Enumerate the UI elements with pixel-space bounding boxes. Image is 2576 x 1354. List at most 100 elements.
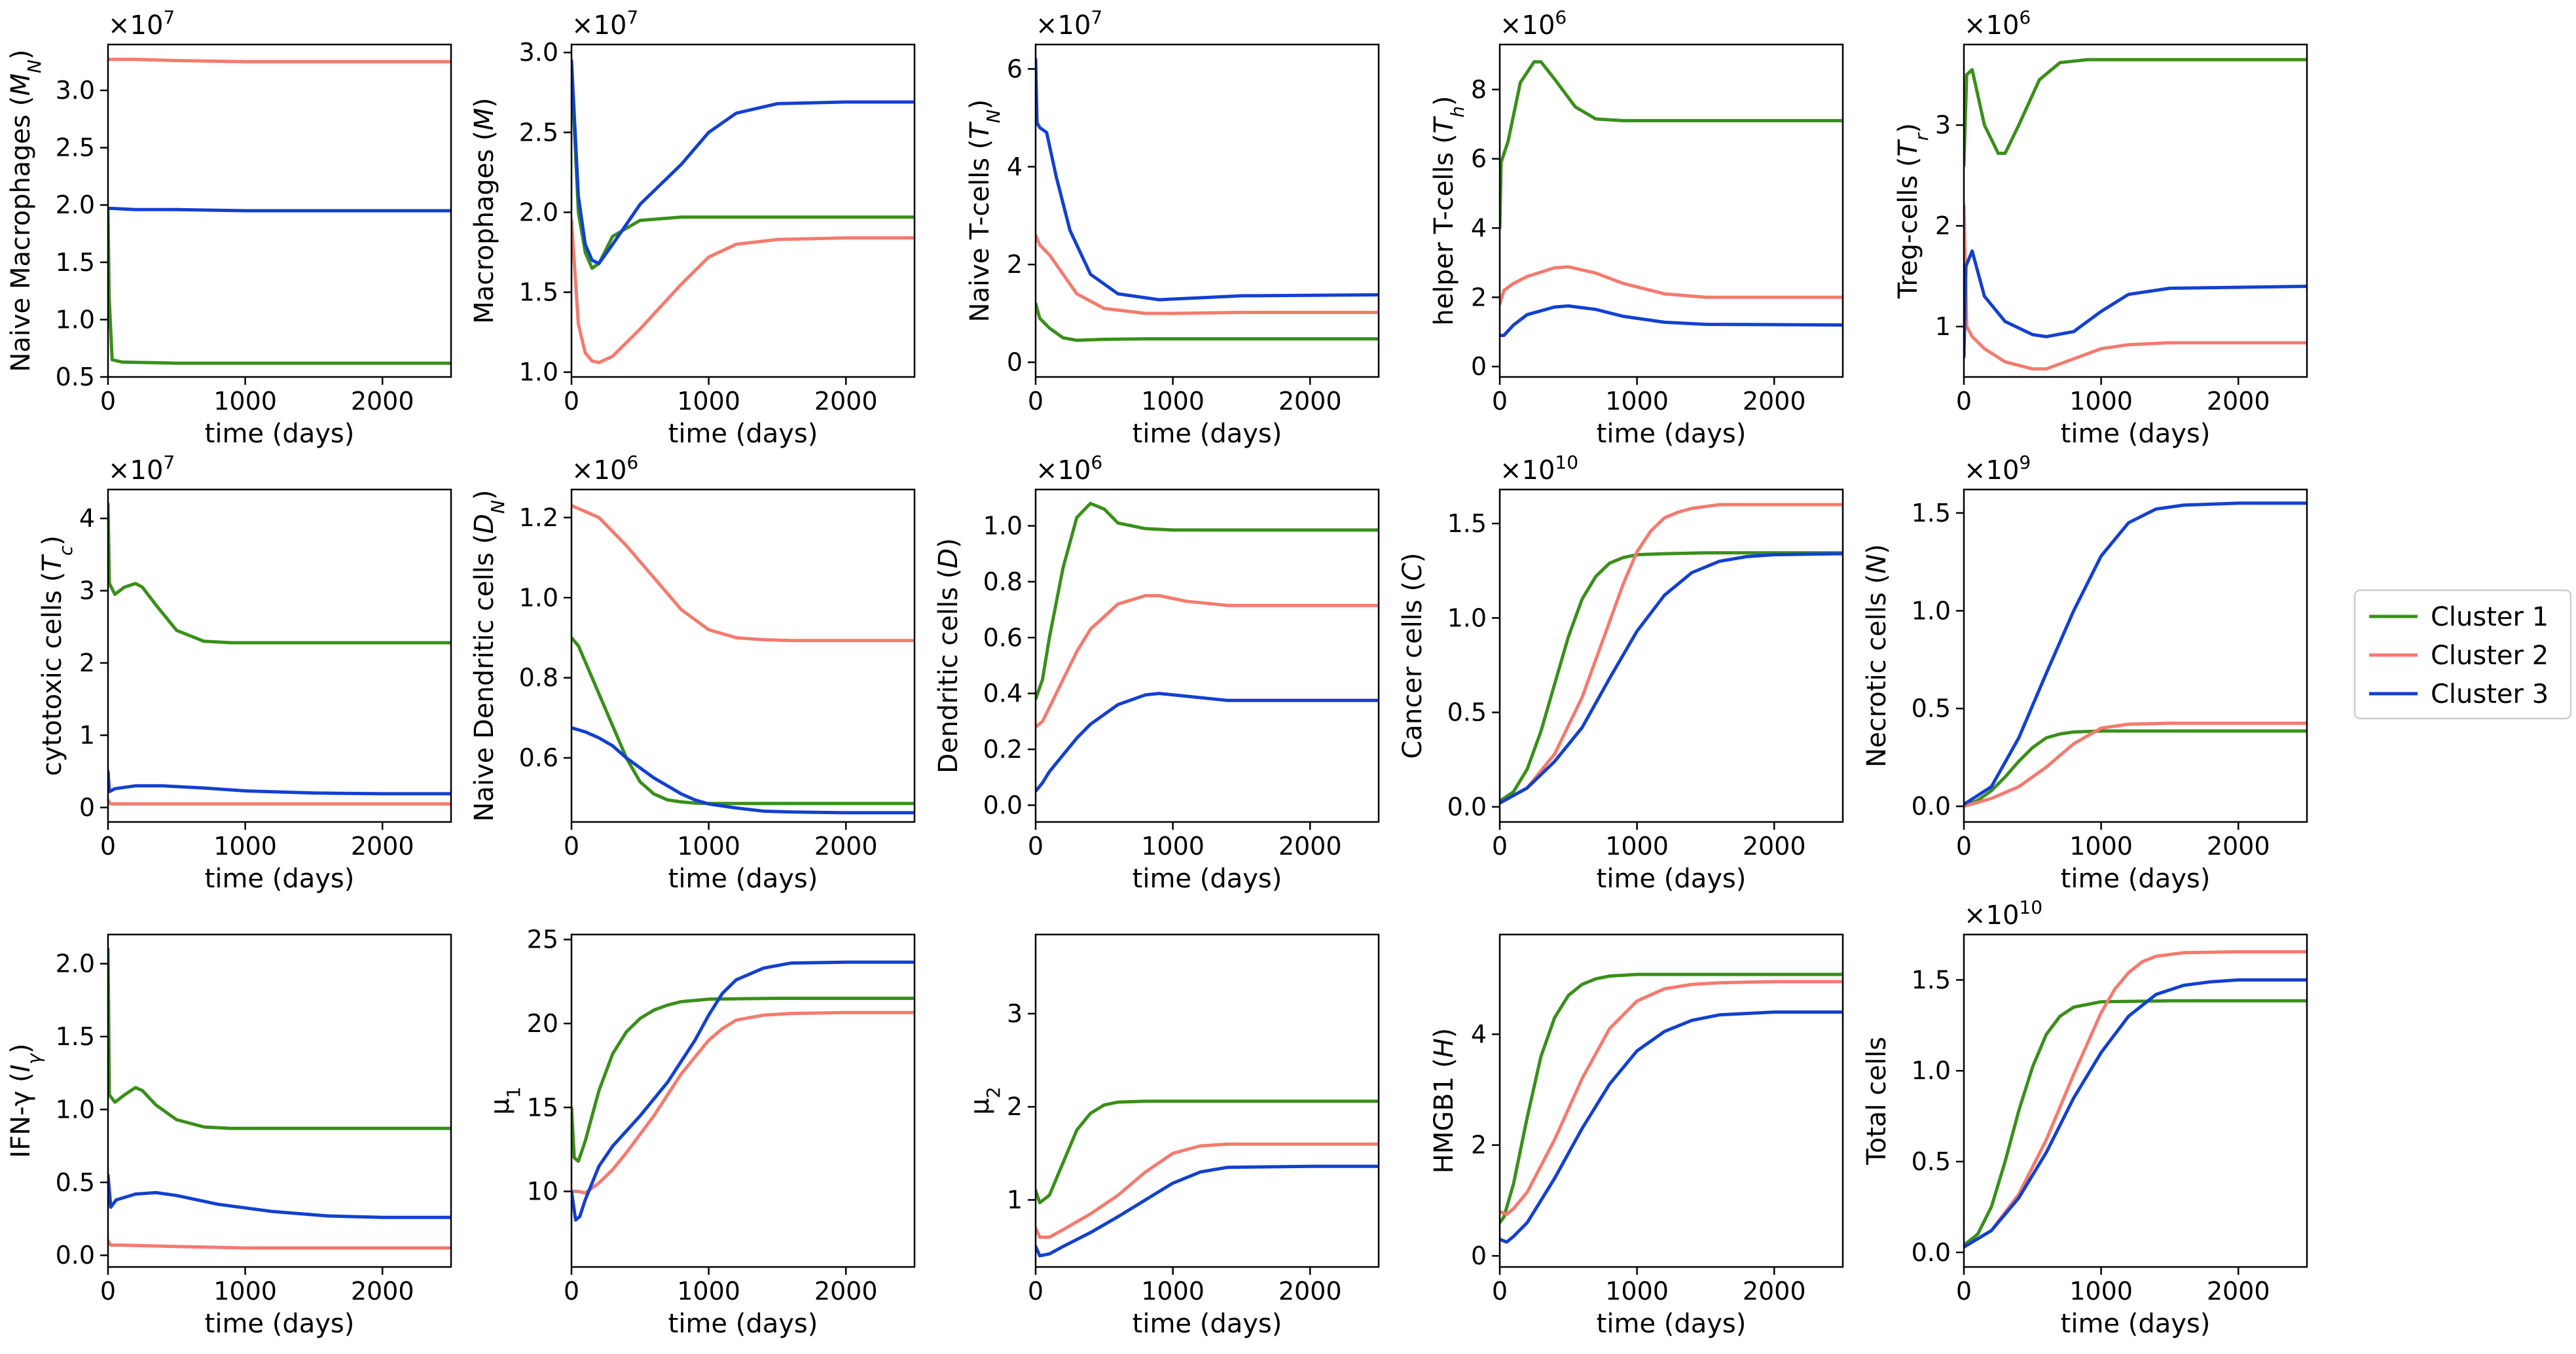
chart-1-axes-frame	[107, 43, 452, 378]
legend-label-cluster-3: Cluster 3	[2431, 679, 2549, 709]
chart-5-multiplier: ×106	[1964, 7, 2031, 41]
chart-11-xtick-label: 1000	[213, 1277, 277, 1306]
chart-15-series-cluster-2	[1964, 950, 2307, 1249]
chart-12-xlabel: time (days)	[668, 1309, 818, 1339]
chart-14-ylabel: HMGB1 (H)	[1429, 1028, 1459, 1174]
chart-6-ytick-label: 2	[79, 649, 95, 677]
chart-1-xtick-label: 0	[100, 387, 116, 416]
chart-11-ylabel: IFN-γ (Iγ)	[6, 1043, 45, 1158]
chart-13-xtick-label: 2000	[1279, 1277, 1342, 1306]
chart-14-xlabel: time (days)	[1597, 1309, 1747, 1339]
chart-14-series-cluster-1	[1500, 972, 1843, 1224]
chart-4-xlabel: time (days)	[1597, 419, 1747, 449]
chart-15-series-cluster-1	[1964, 999, 2307, 1247]
chart-3-xtick-label: 1000	[1141, 387, 1205, 416]
chart-1: 0 1000 2000 time (days) 0.5 1.0 1.5 2.0 2.5 3.0 Na…	[6, 7, 452, 449]
chart-13: 0 1000 2000 time (days) 1 2 3 μ2	[965, 933, 1380, 1339]
chart-3-xtick-label: 0	[1028, 387, 1043, 416]
chart-7-xtick-label: 0	[564, 832, 579, 861]
chart-5-axes-frame	[1963, 43, 2308, 378]
chart-1-ytick-label: 2.5	[56, 134, 95, 162]
chart-9-xtick-label: 2000	[1743, 832, 1806, 861]
chart-5-ylabel: Treg-cells (Tr)	[1893, 123, 1932, 299]
chart-1-xtick-label: 2000	[351, 387, 414, 416]
chart-15-xtick-label: 1000	[2069, 1277, 2133, 1306]
chart-7-ytick-label: 0.8	[519, 664, 558, 692]
chart-9-series-cluster-3	[1500, 552, 1843, 805]
chart-14-xtick-label: 1000	[1605, 1277, 1669, 1306]
chart-4-ylabel: helper T-cells (Th)	[1429, 96, 1468, 325]
chart-6-ytick-label: 3	[79, 577, 95, 605]
chart-1-series-cluster-1	[108, 209, 451, 365]
chart-9-multiplier: ×1010	[1500, 452, 1578, 486]
legend-label-cluster-2: Cluster 2	[2431, 641, 2549, 671]
chart-6-xtick-label: 2000	[351, 832, 414, 861]
chart-1-ytick-label: 3.0	[56, 76, 95, 105]
chart-3-ytick-label: 6	[1007, 54, 1023, 83]
chart-4-ytick-label: 0	[1471, 352, 1487, 381]
chart-13-ytick-label: 2	[1007, 1092, 1023, 1121]
chart-2-series-cluster-2	[571, 219, 915, 365]
chart-2: 0 1000 2000 time (days) 1.0 1.5 2.0 2.5 3.0 Macro…	[469, 7, 916, 449]
chart-6-ytick-label: 0	[79, 793, 95, 822]
chart-15-ylabel: Total cells	[1862, 1037, 1892, 1166]
chart-3-ylabel: Naive T-cells (TN)	[965, 99, 1004, 323]
chart-2-ytick-label: 1.0	[519, 358, 558, 387]
chart-4-axes-frame	[1498, 43, 1844, 378]
legend-frame	[2353, 589, 2572, 720]
chart-7-series-cluster-1	[571, 636, 915, 806]
chart-9-ytick-label: 1.5	[1447, 509, 1487, 538]
chart-10-axes-frame	[1963, 488, 2308, 823]
chart-11-ytick-label: 2.0	[56, 950, 95, 978]
chart-11-series-cluster-2	[108, 1239, 451, 1250]
chart-14-ytick-label: 0	[1471, 1241, 1487, 1270]
chart-15-axes-frame	[1963, 933, 2308, 1268]
chart-7-series-cluster-2	[571, 504, 915, 643]
chart-15: 0 1000 2000 time (days) 0.0 0.5 1.0 1.5 Total ce…	[1862, 897, 2308, 1339]
chart-11-series-cluster-1	[108, 947, 451, 1130]
chart-10-ytick-label: 1.0	[1912, 596, 1951, 625]
chart-1-ytick-label: 1.0	[56, 305, 95, 334]
chart-12-xtick-label: 0	[564, 1277, 579, 1306]
chart-12-ytick-label: 10	[527, 1177, 558, 1206]
chart-2-xtick-label: 1000	[677, 387, 740, 416]
chart-5-xtick-label: 2000	[2207, 387, 2270, 416]
chart-3-series-cluster-2	[1036, 233, 1379, 315]
chart-4-multiplier: ×106	[1500, 7, 1567, 41]
chart-2-axes-frame	[570, 43, 916, 378]
chart-4-series-cluster-2	[1500, 265, 1843, 306]
chart-10-ylabel: Necrotic cells (N)	[1862, 544, 1892, 768]
chart-13-series-cluster-2	[1036, 1142, 1379, 1239]
chart-13-ylabel: μ2	[965, 1086, 1004, 1114]
chart-13-ytick-label: 3	[1007, 999, 1023, 1028]
chart-15-xtick-label: 2000	[2207, 1277, 2270, 1306]
chart-12-xtick-label: 2000	[814, 1277, 878, 1306]
chart-5-ytick-label: 1	[1935, 312, 1951, 341]
chart-14-xtick-label: 0	[1492, 1277, 1508, 1306]
chart-2-xtick-label: 0	[564, 387, 579, 416]
chart-8-ylabel: Dendritic cells (D)	[934, 538, 964, 774]
chart-7-ytick-label: 0.6	[519, 743, 558, 772]
chart-2-ytick-label: 2.5	[519, 118, 558, 147]
chart-14-ytick-label: 4	[1471, 1020, 1487, 1048]
chart-6-axes-frame	[107, 488, 452, 823]
chart-12-ytick-label: 15	[527, 1093, 558, 1122]
chart-9-ytick-label: 0.5	[1447, 698, 1487, 727]
chart-15-xlabel: time (days)	[2061, 1309, 2211, 1339]
chart-10-series-cluster-2	[1964, 721, 2307, 808]
chart-14-axes-frame	[1498, 933, 1844, 1268]
chart-6-ytick-label: 4	[79, 504, 95, 533]
chart-11-ytick-label: 0.5	[56, 1168, 95, 1197]
chart-13-xtick-label: 0	[1028, 1277, 1043, 1306]
chart-9-series-cluster-1	[1500, 551, 1843, 803]
chart-2-ytick-label: 2.0	[519, 198, 558, 226]
chart-2-xtick-label: 2000	[814, 387, 878, 416]
chart-15-series-cluster-3	[1964, 978, 2307, 1249]
chart-11-ytick-label: 1.0	[56, 1095, 95, 1124]
chart-6-series-cluster-2	[108, 798, 451, 806]
chart-10-xtick-label: 0	[1956, 832, 1972, 861]
chart-7-series-cluster-3	[571, 726, 915, 815]
chart-7-xtick-label: 2000	[814, 832, 878, 861]
